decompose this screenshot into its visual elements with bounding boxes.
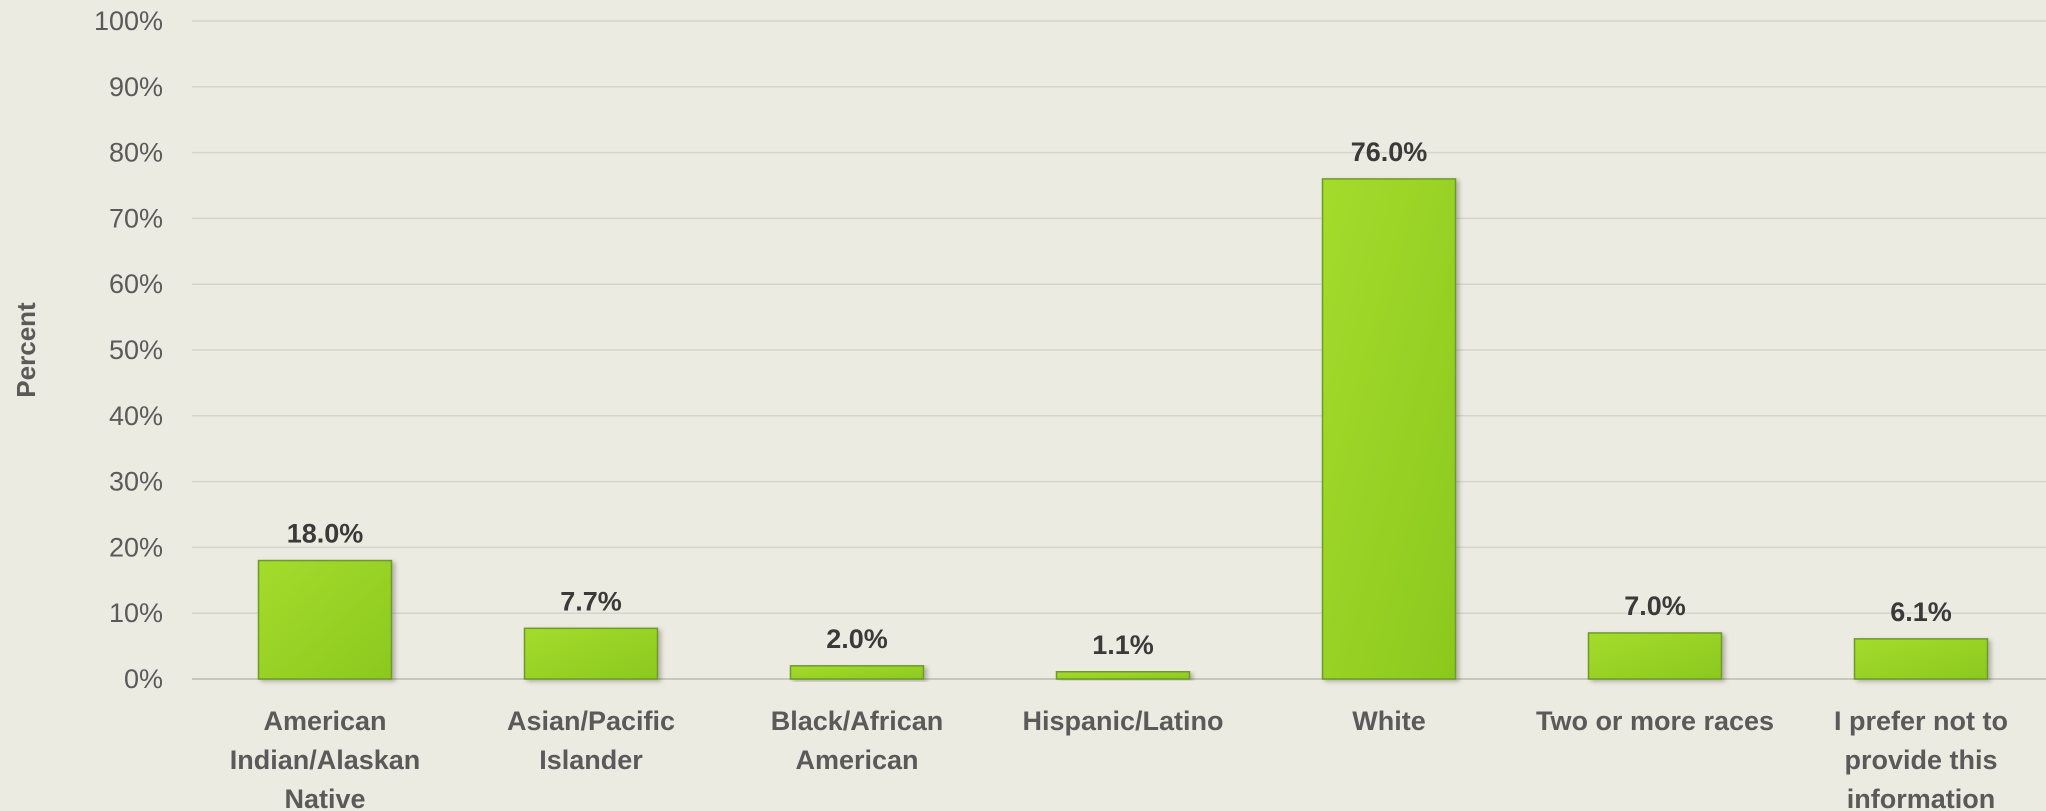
- y-tick-label: 60%: [109, 269, 163, 299]
- x-category-label-line: Hispanic/Latino: [1022, 706, 1223, 736]
- bar: [1055, 671, 1191, 680]
- bar: [257, 559, 393, 680]
- y-tick-label: 90%: [109, 72, 163, 102]
- x-category-label-line: Black/African: [771, 706, 944, 736]
- y-tick-label: 40%: [109, 401, 163, 431]
- y-tick-label: 50%: [109, 335, 163, 365]
- y-tick-label: 0%: [124, 664, 163, 694]
- bar: [523, 627, 659, 680]
- data-label: 2.0%: [826, 624, 888, 654]
- x-category-label: Asian/Pacific Islander: [507, 706, 675, 775]
- y-tick-label: 20%: [109, 532, 163, 562]
- x-category-label: American Indian/Alaskan Native: [230, 706, 421, 811]
- bars: [257, 178, 1989, 680]
- x-axis-categories: American Indian/Alaskan Native Asian/Pacifi…: [230, 706, 2008, 811]
- x-category-label: I prefer not to provide this information: [1834, 706, 2008, 811]
- y-axis-ticks: 0% 10% 20% 30% 40% 50% 60% 70% 80% 90% 100%: [94, 6, 163, 694]
- x-category-label: Black/African American: [771, 706, 944, 775]
- x-category-label-line: Islander: [539, 745, 643, 775]
- x-category-label-line: American: [263, 706, 386, 736]
- x-category-label-line: I prefer not to: [1834, 706, 2008, 736]
- y-tick-label: 10%: [109, 598, 163, 628]
- bar: [789, 665, 925, 680]
- y-tick-label: 100%: [94, 6, 163, 36]
- x-category-label: Hispanic/Latino: [1022, 706, 1223, 736]
- data-label: 76.0%: [1351, 137, 1428, 167]
- bar: [1321, 178, 1457, 680]
- x-category-label: Two or more races: [1536, 706, 1774, 736]
- x-category-label-line: Two or more races: [1536, 706, 1774, 736]
- x-category-label-line: provide this: [1844, 745, 1997, 775]
- y-axis-title: Percent: [11, 302, 41, 398]
- y-tick-label: 30%: [109, 467, 163, 497]
- x-category-label-line: information: [1847, 784, 1996, 811]
- data-label: 7.0%: [1624, 591, 1686, 621]
- gridlines: [192, 20, 2046, 680]
- bar: [1853, 638, 1989, 680]
- x-category-label-line: Asian/Pacific: [507, 706, 675, 736]
- x-category-label: White: [1352, 706, 1426, 736]
- x-category-label-line: Native: [284, 784, 365, 811]
- data-label: 18.0%: [287, 519, 364, 549]
- data-label: 7.7%: [560, 586, 622, 616]
- data-labels: 18.0% 7.7% 2.0% 1.1% 76.0% 7.0% 6.1%: [287, 137, 1952, 660]
- data-label: 6.1%: [1890, 597, 1952, 627]
- y-tick-label: 70%: [109, 203, 163, 233]
- bar: [1587, 632, 1723, 680]
- data-label: 1.1%: [1092, 630, 1154, 660]
- y-tick-label: 80%: [109, 138, 163, 168]
- x-category-label-line: White: [1352, 706, 1426, 736]
- x-category-label-line: American: [795, 745, 918, 775]
- x-category-label-line: Indian/Alaskan: [230, 745, 421, 775]
